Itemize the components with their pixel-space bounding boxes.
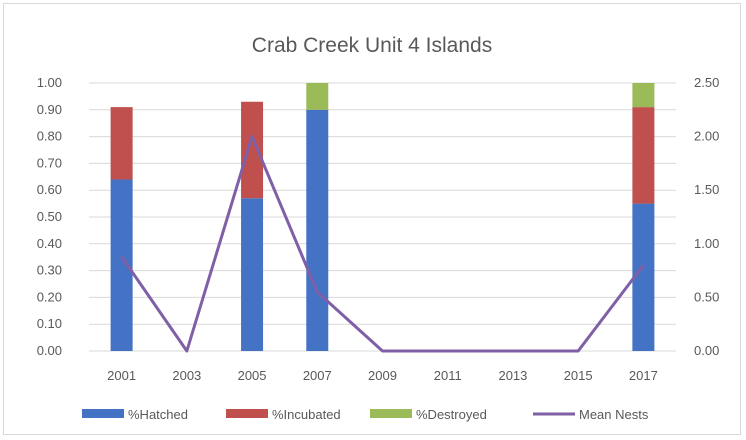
- bar-incubated: [632, 107, 655, 204]
- bar-hatched: [632, 203, 655, 351]
- chart-frame: Crab Creek Unit 4 Islands 0.00 0.10 0.20 0.…: [3, 3, 741, 435]
- left-tick-label: 0.20: [37, 289, 62, 304]
- x-tick-label: 2001: [107, 368, 136, 383]
- left-tick-label: 0.50: [37, 209, 62, 224]
- legend-swatch: [226, 409, 268, 418]
- bar-hatched: [306, 109, 329, 351]
- x-tick-label: 2015: [564, 368, 593, 383]
- right-tick-label: 1.00: [694, 236, 719, 251]
- left-tick-label: 1.00: [37, 75, 62, 90]
- left-tick-label: 0.90: [37, 102, 62, 117]
- legend-label: Mean Nests: [579, 407, 649, 422]
- x-tick-label: 2005: [238, 368, 267, 383]
- bar-incubated: [110, 107, 133, 180]
- right-tick-label: 1.50: [694, 182, 719, 197]
- legend-swatch: [370, 409, 412, 418]
- mean-nests-line-group: [120, 135, 645, 353]
- right-tick-label: 2.50: [694, 75, 719, 90]
- x-axis: 2001 2003 2005 2007 2009 2011 2013 2015 2017: [107, 368, 658, 383]
- legend-swatch: [82, 409, 124, 418]
- right-tick-label: 0.00: [694, 343, 719, 358]
- left-tick-label: 0.60: [37, 182, 62, 197]
- legend: %Hatched %Incubated %Destroyed Mean Nests: [82, 407, 649, 422]
- x-tick-label: 2013: [498, 368, 527, 383]
- left-tick-label: 0.40: [37, 236, 62, 251]
- right-tick-label: 2.00: [694, 129, 719, 144]
- right-axis: 0.00 0.50 1.00 1.50 2.00 2.50: [694, 75, 719, 358]
- bar-hatched: [110, 179, 133, 351]
- left-tick-label: 0.10: [37, 316, 62, 331]
- legend-label: %Hatched: [128, 407, 188, 422]
- left-tick-label: 0.70: [37, 155, 62, 170]
- x-tick-label: 2009: [368, 368, 397, 383]
- bar-destroyed: [632, 83, 655, 108]
- bars: [110, 83, 655, 351]
- legend-label: %Incubated: [272, 407, 341, 422]
- bar-hatched: [241, 198, 264, 351]
- left-tick-label: 0.30: [37, 263, 62, 278]
- left-tick-label: 0.80: [37, 129, 62, 144]
- x-tick-label: 2003: [172, 368, 201, 383]
- x-tick-label: 2017: [629, 368, 658, 383]
- chart: Crab Creek Unit 4 Islands 0.000.100.200.…: [37, 34, 720, 422]
- left-tick-label: 0.00: [37, 343, 62, 358]
- x-tick-label: 2011: [434, 368, 462, 383]
- right-tick-label: 0.50: [694, 289, 719, 304]
- chart-title: Crab Creek Unit 4 Islands: [252, 34, 492, 57]
- mean-nests-line: [120, 135, 645, 353]
- left-axis: 0.00 0.10 0.20 0.30 0.40 0.50 0.60 0.70 0.80 0.90…: [37, 75, 62, 358]
- bar-incubated: [241, 101, 264, 199]
- x-tick-label: 2007: [303, 368, 332, 383]
- bar-destroyed: [306, 83, 329, 110]
- legend-label: %Destroyed: [416, 407, 487, 422]
- gridlines: [89, 82, 676, 352]
